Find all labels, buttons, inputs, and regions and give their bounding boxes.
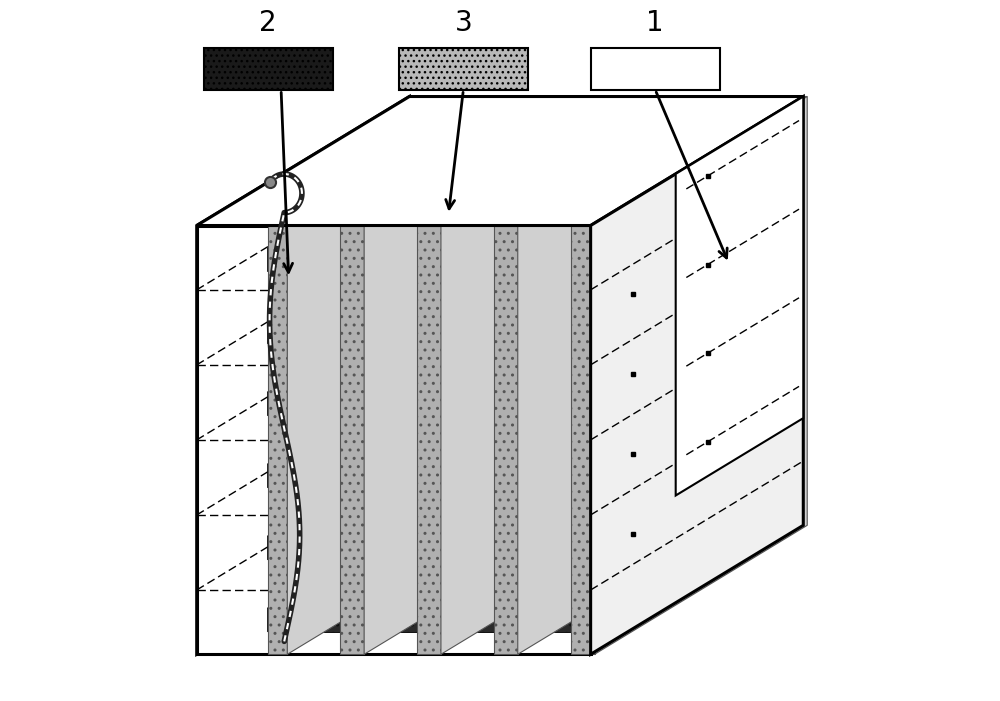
- Polygon shape: [268, 119, 480, 271]
- Polygon shape: [268, 479, 480, 632]
- Polygon shape: [591, 97, 803, 654]
- Polygon shape: [268, 191, 480, 343]
- Polygon shape: [287, 97, 500, 654]
- Polygon shape: [268, 536, 591, 559]
- Polygon shape: [340, 226, 364, 654]
- Polygon shape: [417, 226, 441, 654]
- Polygon shape: [676, 97, 803, 496]
- Polygon shape: [268, 335, 803, 464]
- Polygon shape: [441, 97, 654, 654]
- Polygon shape: [197, 226, 591, 654]
- Polygon shape: [409, 97, 803, 525]
- Polygon shape: [197, 97, 803, 226]
- Polygon shape: [595, 97, 807, 654]
- Polygon shape: [494, 97, 730, 226]
- Polygon shape: [268, 392, 591, 416]
- Polygon shape: [197, 525, 803, 654]
- Polygon shape: [197, 97, 409, 654]
- Polygon shape: [268, 407, 803, 536]
- Polygon shape: [268, 248, 591, 271]
- Polygon shape: [268, 119, 803, 248]
- Polygon shape: [494, 226, 518, 654]
- Bar: [399, 48, 528, 90]
- Polygon shape: [268, 263, 803, 392]
- Polygon shape: [518, 97, 730, 654]
- Polygon shape: [268, 263, 480, 416]
- Polygon shape: [268, 335, 480, 488]
- Polygon shape: [268, 479, 803, 608]
- Polygon shape: [268, 97, 500, 226]
- Polygon shape: [268, 320, 591, 343]
- Polygon shape: [268, 464, 591, 488]
- Bar: [204, 48, 333, 90]
- Text: 2: 2: [259, 9, 277, 37]
- Polygon shape: [340, 97, 577, 226]
- Polygon shape: [268, 608, 591, 632]
- Polygon shape: [417, 97, 654, 226]
- Polygon shape: [571, 226, 595, 654]
- Polygon shape: [364, 97, 577, 654]
- Polygon shape: [268, 226, 287, 654]
- Polygon shape: [268, 191, 803, 320]
- Text: 1: 1: [646, 9, 664, 37]
- Bar: [591, 48, 720, 90]
- Polygon shape: [268, 407, 480, 559]
- Polygon shape: [571, 97, 807, 226]
- Text: 3: 3: [455, 9, 472, 37]
